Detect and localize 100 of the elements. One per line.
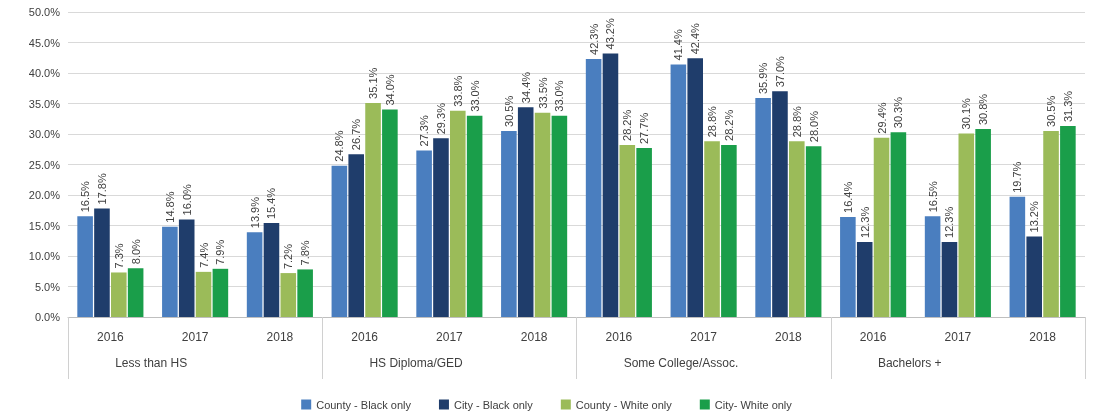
y-tick-label: 20.0% bbox=[28, 189, 61, 201]
x-tick-label: 2017 bbox=[436, 330, 464, 344]
bar bbox=[1009, 196, 1026, 317]
y-tick-label: 5.0% bbox=[34, 280, 61, 293]
data-label: 19.7% bbox=[1011, 161, 1024, 193]
text: Some College/Assoc. bbox=[623, 356, 739, 370]
text: HS Diploma/GED bbox=[369, 356, 464, 370]
bar bbox=[382, 109, 398, 317]
bar bbox=[450, 110, 466, 317]
x-tick-label: 2017 bbox=[944, 330, 972, 344]
data-label: 30.8% bbox=[977, 93, 990, 126]
y-tick-label: 15.0% bbox=[28, 219, 61, 232]
x-tick-label: 2016 bbox=[351, 330, 379, 344]
bar bbox=[704, 141, 720, 317]
y-tick-label: 40.0% bbox=[28, 67, 61, 79]
data-label: 42.3% bbox=[587, 23, 600, 55]
bar bbox=[263, 223, 280, 317]
data-label: 42.4% bbox=[689, 22, 702, 55]
bar bbox=[924, 216, 941, 317]
bar bbox=[517, 107, 534, 317]
bar bbox=[77, 216, 93, 317]
data-label: 14.8% bbox=[163, 191, 176, 223]
data-label: 34.4% bbox=[519, 71, 532, 104]
y-tick-label: 45.0% bbox=[28, 36, 61, 49]
data-label: 30.5% bbox=[502, 95, 515, 127]
bar bbox=[585, 58, 602, 317]
legend-label: County - White only bbox=[575, 398, 673, 411]
x-tick-label: 2018 bbox=[775, 330, 803, 344]
bar bbox=[840, 216, 856, 317]
data-label: 12.3% bbox=[858, 206, 871, 238]
data-label: 43.2% bbox=[604, 18, 617, 50]
bar bbox=[127, 268, 144, 317]
y-tick-label: 25.0% bbox=[28, 158, 61, 171]
data-label: 29.4% bbox=[875, 102, 888, 134]
data-label: 27.7% bbox=[638, 112, 651, 145]
bar bbox=[602, 53, 619, 317]
data-label: 7.4% bbox=[197, 242, 210, 268]
bar bbox=[670, 64, 687, 317]
bar bbox=[212, 268, 229, 317]
data-label: 33.0% bbox=[468, 80, 481, 112]
bar bbox=[958, 133, 975, 317]
data-label: 27.3% bbox=[418, 115, 431, 147]
x-tick-label: 2018 bbox=[520, 330, 548, 344]
bar bbox=[687, 58, 703, 317]
x-tick-label: 2016 bbox=[605, 330, 633, 344]
bar bbox=[873, 137, 890, 317]
data-label: 34.0% bbox=[383, 74, 396, 106]
data-label: 16.5% bbox=[926, 180, 939, 213]
bar bbox=[789, 141, 805, 317]
data-label: 26.7% bbox=[350, 118, 363, 151]
bar bbox=[280, 273, 297, 317]
bar bbox=[348, 154, 364, 317]
data-label: 24.8% bbox=[333, 130, 346, 162]
x-tick-label: 2018 bbox=[1029, 330, 1057, 344]
data-label: 8.0% bbox=[129, 238, 142, 265]
data-label: 28.2% bbox=[621, 109, 634, 141]
bar bbox=[619, 144, 636, 317]
data-label: 16.4% bbox=[841, 181, 854, 213]
data-label: 33.8% bbox=[451, 75, 464, 107]
data-label: 30.1% bbox=[960, 97, 973, 130]
data-label: 30.5% bbox=[1045, 95, 1058, 127]
bar bbox=[755, 98, 771, 317]
bar bbox=[501, 130, 517, 317]
y-tick-label: 0.0% bbox=[34, 311, 61, 323]
bar bbox=[178, 219, 195, 317]
bar bbox=[534, 112, 551, 317]
data-label: 28.0% bbox=[807, 110, 820, 143]
bar bbox=[297, 269, 313, 317]
bar bbox=[1043, 130, 1059, 317]
bar bbox=[975, 129, 991, 317]
x-tick-label: 2016 bbox=[97, 330, 125, 344]
bar bbox=[721, 144, 737, 317]
bar bbox=[805, 146, 822, 317]
bar bbox=[162, 226, 178, 317]
x-tick-label: 2016 bbox=[859, 330, 887, 344]
data-label: 29.3% bbox=[434, 102, 447, 135]
data-label: 35.9% bbox=[757, 62, 770, 95]
y-tick-label: 10.0% bbox=[28, 250, 61, 262]
data-label: 7.2% bbox=[282, 243, 295, 270]
legend-label: City- White only bbox=[714, 398, 793, 411]
data-label: 13.9% bbox=[248, 196, 261, 229]
data-label: 15.4% bbox=[265, 187, 278, 220]
bar bbox=[941, 241, 958, 317]
bar bbox=[466, 115, 483, 317]
bar bbox=[416, 150, 432, 317]
bar bbox=[195, 271, 212, 317]
legend-label: City - Black only bbox=[453, 398, 534, 411]
bar bbox=[856, 241, 873, 317]
data-label: 16.5% bbox=[79, 180, 92, 213]
x-tick-label: 2018 bbox=[266, 330, 294, 344]
bar bbox=[772, 91, 788, 317]
y-tick-label: 50.0% bbox=[28, 6, 61, 18]
data-label: 35.1% bbox=[367, 67, 380, 99]
data-label: 17.8% bbox=[95, 173, 108, 205]
bar bbox=[94, 208, 110, 317]
data-label: 41.4% bbox=[672, 29, 685, 61]
x-tick-label: 2017 bbox=[181, 330, 209, 344]
bar bbox=[365, 102, 381, 317]
bar bbox=[1026, 236, 1042, 317]
bar bbox=[246, 232, 263, 317]
